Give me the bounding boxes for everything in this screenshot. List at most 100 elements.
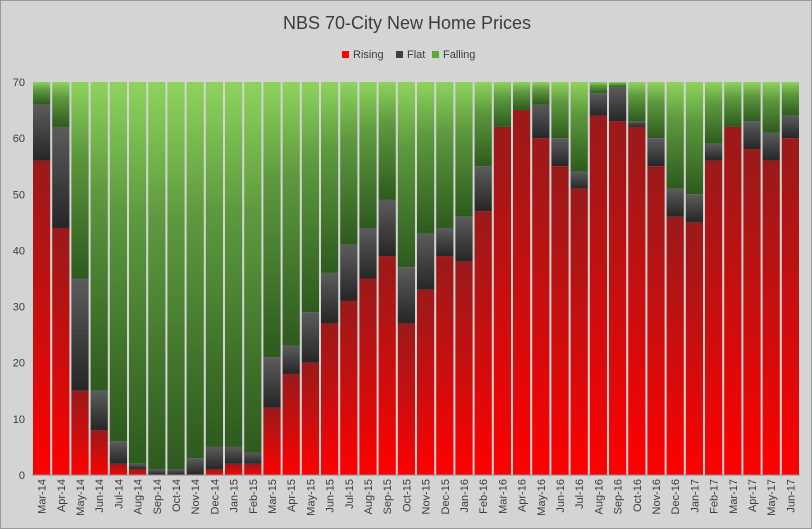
x-tick-label: Jan-17: [689, 479, 701, 513]
x-tick-label: Apr-14: [56, 479, 68, 512]
bar-rising-jul-14: [109, 463, 127, 475]
legend-label-flat: Flat: [407, 49, 425, 61]
bar-flat-jul-16: [570, 171, 588, 189]
bar-rising-nov-15: [417, 289, 435, 475]
bar-flat-sep-15: [378, 199, 396, 257]
x-tick-label: Jun-14: [94, 479, 106, 513]
x-tick-label: Mar-16: [497, 479, 509, 514]
bar-flat-oct-15: [397, 267, 415, 324]
bar-rising-may-16: [532, 138, 550, 475]
bar-flat-apr-15: [282, 345, 300, 374]
bar-flat-nov-14: [186, 458, 204, 475]
bar-falling-sep-14: [148, 82, 166, 470]
bar-falling-jul-15: [340, 82, 358, 245]
x-tick-label: Aug-16: [593, 479, 605, 514]
bar-flat-jun-17: [781, 115, 799, 139]
x-tick-label: Nov-16: [651, 479, 663, 514]
bar-flat-dec-16: [666, 188, 684, 217]
x-tick-label: Nov-14: [190, 479, 202, 514]
x-tick-label: Apr-15: [286, 479, 298, 512]
x-axis: Mar-14 Apr-14 May-14 Jun-14 Jul-14 Aug-14 Sep-…: [37, 479, 798, 516]
x-tick-label: Oct-15: [401, 479, 413, 512]
bar-flat-may-17: [762, 132, 780, 161]
bar-flat-jan-17: [685, 194, 703, 223]
x-tick-label: Feb-16: [478, 479, 490, 514]
x-tick-label: May-14: [75, 479, 87, 516]
y-tick-label: 10: [13, 414, 25, 426]
x-tick-label: Mar-17: [728, 479, 740, 514]
bar-rising-jan-15: [225, 463, 243, 475]
y-tick-label: 70: [13, 77, 25, 89]
x-tick-label: Oct-16: [632, 479, 644, 512]
x-tick-label: Jun-16: [555, 479, 567, 513]
bar-rising-dec-14: [205, 469, 223, 475]
bar-flat-jan-16: [455, 216, 473, 262]
bar-falling-oct-14: [167, 82, 185, 470]
bar-flat-jun-16: [551, 138, 569, 167]
bar-flat-dec-14: [205, 446, 223, 470]
bar-rising-jan-17: [685, 222, 703, 475]
legend-swatch-rising: [342, 51, 349, 58]
bar-rising-apr-14: [52, 227, 70, 475]
x-tick-label: Oct-14: [171, 479, 183, 512]
bar-rising-mar-16: [493, 126, 511, 475]
bar-flat-may-15: [301, 312, 319, 363]
bar-rising-feb-17: [705, 160, 723, 475]
bar-rising-jul-15: [340, 300, 358, 475]
bars: [33, 82, 799, 476]
bar-rising-oct-16: [628, 126, 646, 475]
bar-flat-oct-14: [167, 469, 185, 475]
bar-falling-nov-16: [647, 82, 665, 139]
x-tick-label: May-15: [305, 479, 317, 516]
bar-falling-apr-15: [282, 82, 300, 346]
bar-flat-dec-15: [436, 227, 454, 257]
bar-falling-dec-15: [436, 82, 454, 228]
bar-flat-feb-15: [244, 452, 262, 464]
bar-rising-jun-15: [321, 323, 339, 475]
y-tick-label: 30: [13, 302, 25, 314]
legend-swatch-flat: [396, 51, 403, 58]
x-tick-label: Jul-14: [113, 479, 125, 509]
bar-falling-jun-14: [90, 82, 108, 391]
legend-swatch-falling: [432, 51, 439, 58]
bar-flat-mar-15: [263, 357, 281, 408]
x-tick-label: Mar-14: [37, 479, 49, 514]
x-tick-label: Feb-17: [709, 479, 721, 514]
bar-falling-dec-14: [205, 82, 223, 447]
bar-falling-jun-15: [321, 82, 339, 273]
bar-falling-mar-17: [724, 82, 742, 127]
bar-rising-oct-15: [397, 323, 415, 475]
bar-falling-feb-17: [705, 82, 723, 144]
bar-falling-sep-16: [609, 82, 627, 88]
bar-falling-may-17: [762, 82, 780, 133]
y-tick-label: 0: [19, 470, 25, 482]
bar-flat-aug-14: [129, 463, 147, 470]
y-tick-label: 20: [13, 358, 25, 370]
bar-rising-sep-15: [378, 256, 396, 475]
bar-falling-apr-17: [743, 82, 761, 122]
y-tick-label: 50: [13, 189, 25, 201]
bar-falling-aug-15: [359, 82, 377, 228]
x-tick-label: Jun-17: [785, 479, 797, 513]
bar-rising-apr-17: [743, 149, 761, 475]
bar-flat-may-14: [71, 278, 89, 391]
bar-flat-jan-15: [225, 446, 243, 464]
bar-rising-mar-17: [724, 126, 742, 475]
bar-flat-apr-14: [52, 126, 70, 228]
x-tick-label: Sep-14: [152, 479, 164, 514]
bar-flat-aug-16: [589, 93, 607, 116]
bar-rising-jun-17: [781, 138, 799, 475]
bar-falling-jan-17: [685, 82, 703, 195]
bar-falling-nov-15: [417, 82, 435, 234]
bar-falling-apr-14: [52, 82, 70, 127]
bar-falling-jul-16: [570, 82, 588, 172]
bar-flat-apr-17: [743, 121, 761, 150]
x-tick-label: May-17: [766, 479, 778, 516]
bar-falling-aug-14: [129, 82, 147, 464]
bar-flat-sep-16: [609, 87, 627, 122]
x-tick-label: Apr-16: [517, 479, 529, 512]
bar-falling-sep-15: [378, 82, 396, 200]
bar-flat-nov-15: [417, 233, 435, 290]
y-tick-label: 40: [13, 245, 25, 257]
